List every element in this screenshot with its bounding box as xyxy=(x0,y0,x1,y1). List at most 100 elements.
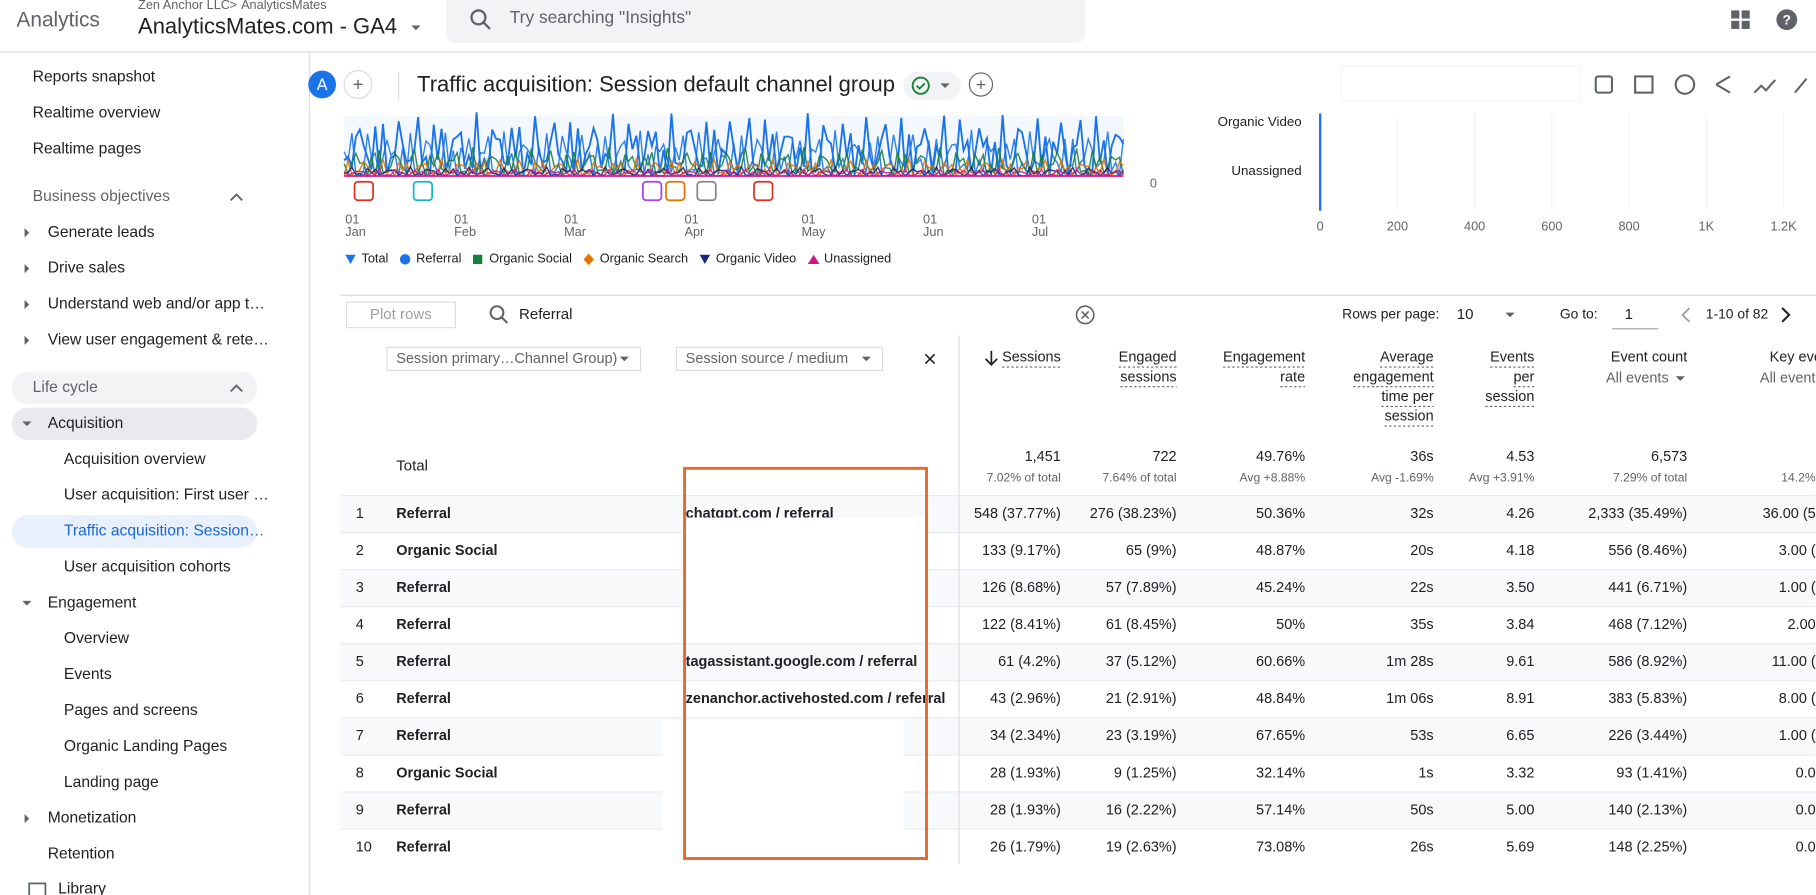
sidebar-item[interactable]: Engagement xyxy=(48,594,137,611)
icon[interactable] xyxy=(1594,75,1614,94)
cell: 61 (8.45%) xyxy=(1106,617,1177,633)
dimension-picker[interactable] xyxy=(675,346,884,372)
sidebar-item[interactable]: View user engagement & rete… xyxy=(48,332,269,349)
cell: 3.84 xyxy=(1506,617,1534,633)
cell: 23 (3.19%) xyxy=(1106,728,1177,744)
cell: 93 (1.41%) xyxy=(1616,765,1687,781)
help-icon[interactable] xyxy=(1776,9,1798,31)
column-header[interactable]: session xyxy=(1485,389,1534,405)
property-caret xyxy=(411,25,421,31)
sidebar-item[interactable]: Landing page xyxy=(64,774,159,791)
sidebar-item[interactable]: Reports snapshot xyxy=(33,69,156,86)
sidebar-item[interactable]: Traffic acquisition: Session… xyxy=(64,523,265,540)
sidebar-item[interactable]: Overview xyxy=(64,630,130,647)
sidebar-item[interactable]: Realtime overview xyxy=(33,105,161,122)
column-header[interactable]: engagement xyxy=(1353,369,1433,385)
sidebar-item[interactable]: Library xyxy=(58,880,106,895)
clear-search[interactable] xyxy=(1075,305,1095,325)
legend-label: Total xyxy=(362,251,389,266)
dimension-picker[interactable] xyxy=(386,346,642,372)
x-tick-label: 200 xyxy=(1387,218,1408,233)
icon[interactable] xyxy=(1753,79,1776,94)
collapse-arrow xyxy=(22,600,32,606)
icon[interactable] xyxy=(1794,78,1808,94)
prev-page[interactable] xyxy=(1681,307,1691,323)
row-bg xyxy=(340,532,1816,570)
sidebar-item[interactable]: Pages and screens xyxy=(64,702,198,719)
plot-rows: Plot rows xyxy=(370,306,432,323)
annotation-icon[interactable] xyxy=(665,180,686,202)
sidebar-item[interactable]: User acquisition: First user … xyxy=(64,487,269,504)
cell: 20s xyxy=(1410,543,1433,559)
item-highlight xyxy=(11,407,258,440)
line-chart: 001Jan01Feb01Mar01Apr01May01Jun01JulTota… xyxy=(343,112,1157,266)
add-button[interactable] xyxy=(968,72,994,97)
column-subheader[interactable]: All events xyxy=(1760,370,1816,386)
sidebar-item[interactable]: Understand web and/or app t… xyxy=(48,296,265,313)
column-header[interactable]: Engaged xyxy=(1119,350,1177,366)
caret xyxy=(861,356,871,362)
x-tick-label: Jul xyxy=(1032,224,1048,239)
cell: 441 (6.71%) xyxy=(1608,580,1687,596)
sidebar-item[interactable]: Acquisition overview xyxy=(64,451,206,468)
plot-rows-button[interactable] xyxy=(345,301,456,329)
cell: 43 (2.96%) xyxy=(990,691,1061,707)
table-search[interactable]: Referral xyxy=(519,306,573,323)
sidebar-item[interactable]: Generate leads xyxy=(48,224,155,241)
cell: 67.65% xyxy=(1256,728,1305,744)
column-header[interactable]: time per xyxy=(1381,389,1433,405)
column-header[interactable]: Events xyxy=(1490,350,1534,366)
goto-input[interactable]: 1 xyxy=(1625,306,1633,323)
cell: 1.00 ( xyxy=(1779,580,1816,596)
annotation-icon[interactable] xyxy=(696,180,717,202)
icon[interactable] xyxy=(1674,74,1696,95)
sidebar-item[interactable]: Organic Landing Pages xyxy=(64,738,227,755)
property-name[interactable]: AnalyticsMates.com - GA4 xyxy=(138,14,397,39)
sidebar-item[interactable]: Realtime pages xyxy=(33,140,142,157)
icon[interactable] xyxy=(1634,75,1654,94)
icon[interactable] xyxy=(1715,75,1731,94)
sidebar-item[interactable]: Drive sales xyxy=(48,260,125,277)
row-bg xyxy=(340,606,1816,644)
search-box[interactable] xyxy=(446,0,1086,43)
column-header[interactable]: Average xyxy=(1380,350,1434,366)
rows-per-page[interactable]: 10 xyxy=(1457,306,1474,323)
row-number: 5 xyxy=(356,654,364,670)
sidebar-item[interactable]: Retention xyxy=(48,846,115,863)
column-header[interactable]: Sessions xyxy=(1002,350,1061,366)
row-bg xyxy=(340,569,1816,607)
annotation-icon[interactable] xyxy=(753,180,774,202)
sidebar-section[interactable]: Life cycle xyxy=(33,379,98,396)
cell: 57.14% xyxy=(1256,802,1305,818)
avatar[interactable] xyxy=(308,70,337,99)
cell: 226 (3.44%) xyxy=(1608,728,1687,744)
apps-icon[interactable] xyxy=(1731,10,1750,29)
column-header[interactable]: session xyxy=(1385,409,1434,425)
cell: 276 (38.23%) xyxy=(1090,506,1177,522)
column-header[interactable]: sessions xyxy=(1120,369,1176,385)
column-header[interactable]: per xyxy=(1513,369,1534,385)
sidebar-section[interactable]: Business objectives xyxy=(33,188,170,205)
sidebar-item[interactable]: User acquisition cohorts xyxy=(64,558,231,575)
column-header[interactable]: Event count xyxy=(1611,350,1687,366)
column-header[interactable]: Key events xyxy=(1770,350,1816,366)
column-header[interactable]: Engagement xyxy=(1223,350,1305,366)
row-number: 6 xyxy=(356,691,364,707)
column-subheader[interactable]: All events xyxy=(1606,370,1669,386)
sidebar-item[interactable]: Monetization xyxy=(48,810,137,827)
annotation-icon[interactable] xyxy=(641,180,663,202)
channel: Referral xyxy=(396,839,451,855)
annotation-icon[interactable] xyxy=(353,180,374,202)
report-title: Traffic acquisition: Session default cha… xyxy=(417,71,895,96)
channel: Referral xyxy=(396,691,451,707)
column-header[interactable]: rate xyxy=(1280,369,1305,385)
sidebar-item[interactable]: Events xyxy=(64,666,112,683)
annotation-icon[interactable] xyxy=(412,180,434,202)
next-page[interactable] xyxy=(1781,307,1791,323)
remove-dimension[interactable] xyxy=(924,353,936,365)
total-sub: Avg +3.91% xyxy=(1469,470,1535,484)
add-comparison[interactable] xyxy=(343,70,373,99)
sidebar-item[interactable]: Acquisition xyxy=(48,415,124,432)
cell: 50s xyxy=(1410,802,1433,818)
cell: 26s xyxy=(1410,839,1433,855)
